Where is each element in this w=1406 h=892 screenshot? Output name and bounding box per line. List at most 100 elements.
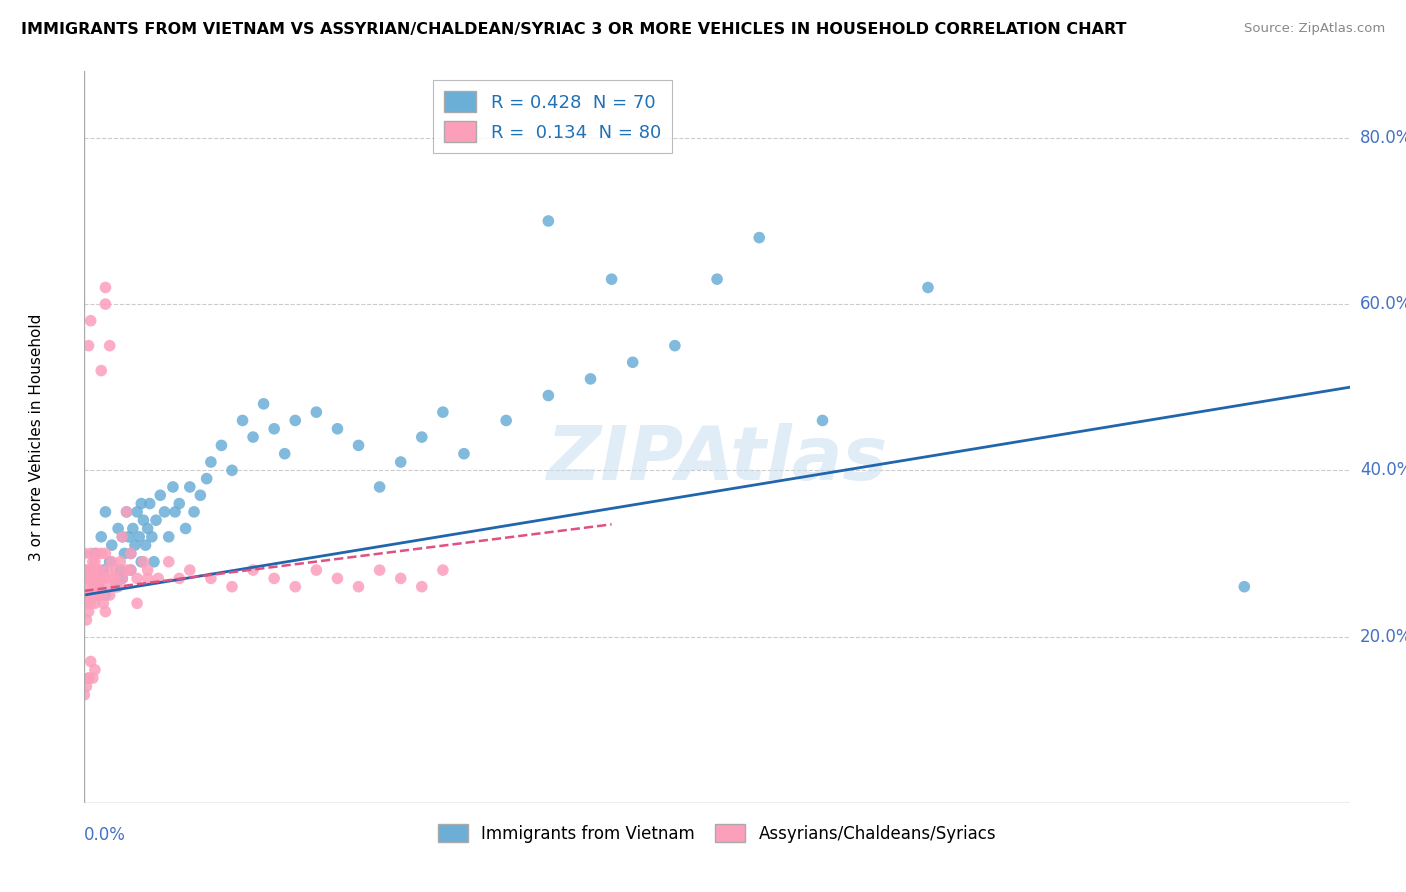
Point	[127, 596, 149, 610]
Point	[90, 363, 112, 377]
Text: Source: ZipAtlas.com: Source: ZipAtlas.com	[1244, 22, 1385, 36]
Point	[127, 571, 149, 585]
Point	[82, 555, 104, 569]
Point	[368, 480, 391, 494]
Point	[179, 480, 201, 494]
Point	[76, 563, 98, 577]
Point	[77, 571, 100, 585]
Point	[411, 580, 433, 594]
Point	[84, 546, 107, 560]
Point	[84, 596, 107, 610]
Point	[162, 480, 184, 494]
Point	[86, 588, 108, 602]
Point	[79, 563, 103, 577]
Point	[326, 422, 349, 436]
Point	[495, 413, 517, 427]
Point	[120, 563, 142, 577]
Point	[129, 555, 153, 569]
Point	[93, 596, 115, 610]
Point	[90, 546, 112, 560]
Point	[263, 571, 285, 585]
Text: 3 or more Vehicles in Household: 3 or more Vehicles in Household	[28, 313, 44, 561]
Point	[87, 563, 111, 577]
Point	[111, 571, 134, 585]
Point	[77, 563, 100, 577]
Point	[73, 571, 96, 585]
Text: 20.0%: 20.0%	[1360, 628, 1406, 646]
Point	[120, 546, 142, 560]
Point	[79, 596, 103, 610]
Point	[169, 571, 191, 585]
Legend: Immigrants from Vietnam, Assyrians/Chaldeans/Syriacs: Immigrants from Vietnam, Assyrians/Chald…	[432, 818, 1002, 849]
Point	[98, 555, 121, 569]
Point	[94, 505, 117, 519]
Point	[432, 563, 454, 577]
Point	[96, 563, 118, 577]
Point	[90, 588, 112, 602]
Point	[537, 388, 560, 402]
Point	[76, 680, 98, 694]
Point	[84, 571, 107, 585]
Point	[76, 580, 98, 594]
Point	[111, 530, 134, 544]
Point	[110, 563, 132, 577]
Point	[76, 613, 98, 627]
Point	[537, 214, 560, 228]
Point	[101, 538, 124, 552]
Point	[98, 338, 121, 352]
Point	[86, 546, 108, 560]
Point	[453, 447, 475, 461]
Point	[87, 588, 111, 602]
Point	[347, 580, 370, 594]
Point	[82, 588, 104, 602]
Point	[120, 563, 142, 577]
Point	[77, 671, 100, 685]
Point	[114, 546, 135, 560]
Point	[157, 555, 180, 569]
Point	[94, 605, 117, 619]
Point	[122, 521, 145, 535]
Point	[77, 588, 100, 602]
Point	[211, 438, 233, 452]
Point	[101, 555, 124, 569]
Point	[141, 530, 163, 544]
Point	[231, 413, 254, 427]
Point	[621, 355, 644, 369]
Point	[84, 580, 107, 594]
Point	[84, 571, 107, 585]
Point	[129, 497, 153, 511]
Text: 40.0%: 40.0%	[1360, 461, 1406, 479]
Point	[86, 563, 108, 577]
Point	[115, 563, 138, 577]
Point	[82, 580, 104, 594]
Point	[389, 571, 412, 585]
Point	[1233, 580, 1256, 594]
Point	[110, 555, 132, 569]
Point	[94, 546, 117, 560]
Point	[82, 571, 104, 585]
Text: IMMIGRANTS FROM VIETNAM VS ASSYRIAN/CHALDEAN/SYRIAC 3 OR MORE VEHICLES IN HOUSEH: IMMIGRANTS FROM VIETNAM VS ASSYRIAN/CHAL…	[21, 22, 1126, 37]
Point	[73, 688, 96, 702]
Point	[165, 505, 187, 519]
Point	[600, 272, 623, 286]
Point	[432, 405, 454, 419]
Point	[107, 521, 129, 535]
Point	[136, 563, 159, 577]
Point	[115, 505, 138, 519]
Point	[200, 455, 222, 469]
Point	[73, 546, 96, 560]
Point	[284, 580, 307, 594]
Point	[93, 563, 115, 577]
Point	[263, 422, 285, 436]
Point	[79, 588, 103, 602]
Point	[87, 580, 111, 594]
Point	[77, 338, 100, 352]
Point	[84, 555, 107, 569]
Point	[326, 571, 349, 585]
Point	[87, 580, 111, 594]
Point	[136, 571, 159, 585]
Point	[153, 505, 176, 519]
Point	[149, 488, 172, 502]
Point	[111, 530, 134, 544]
Point	[94, 280, 117, 294]
